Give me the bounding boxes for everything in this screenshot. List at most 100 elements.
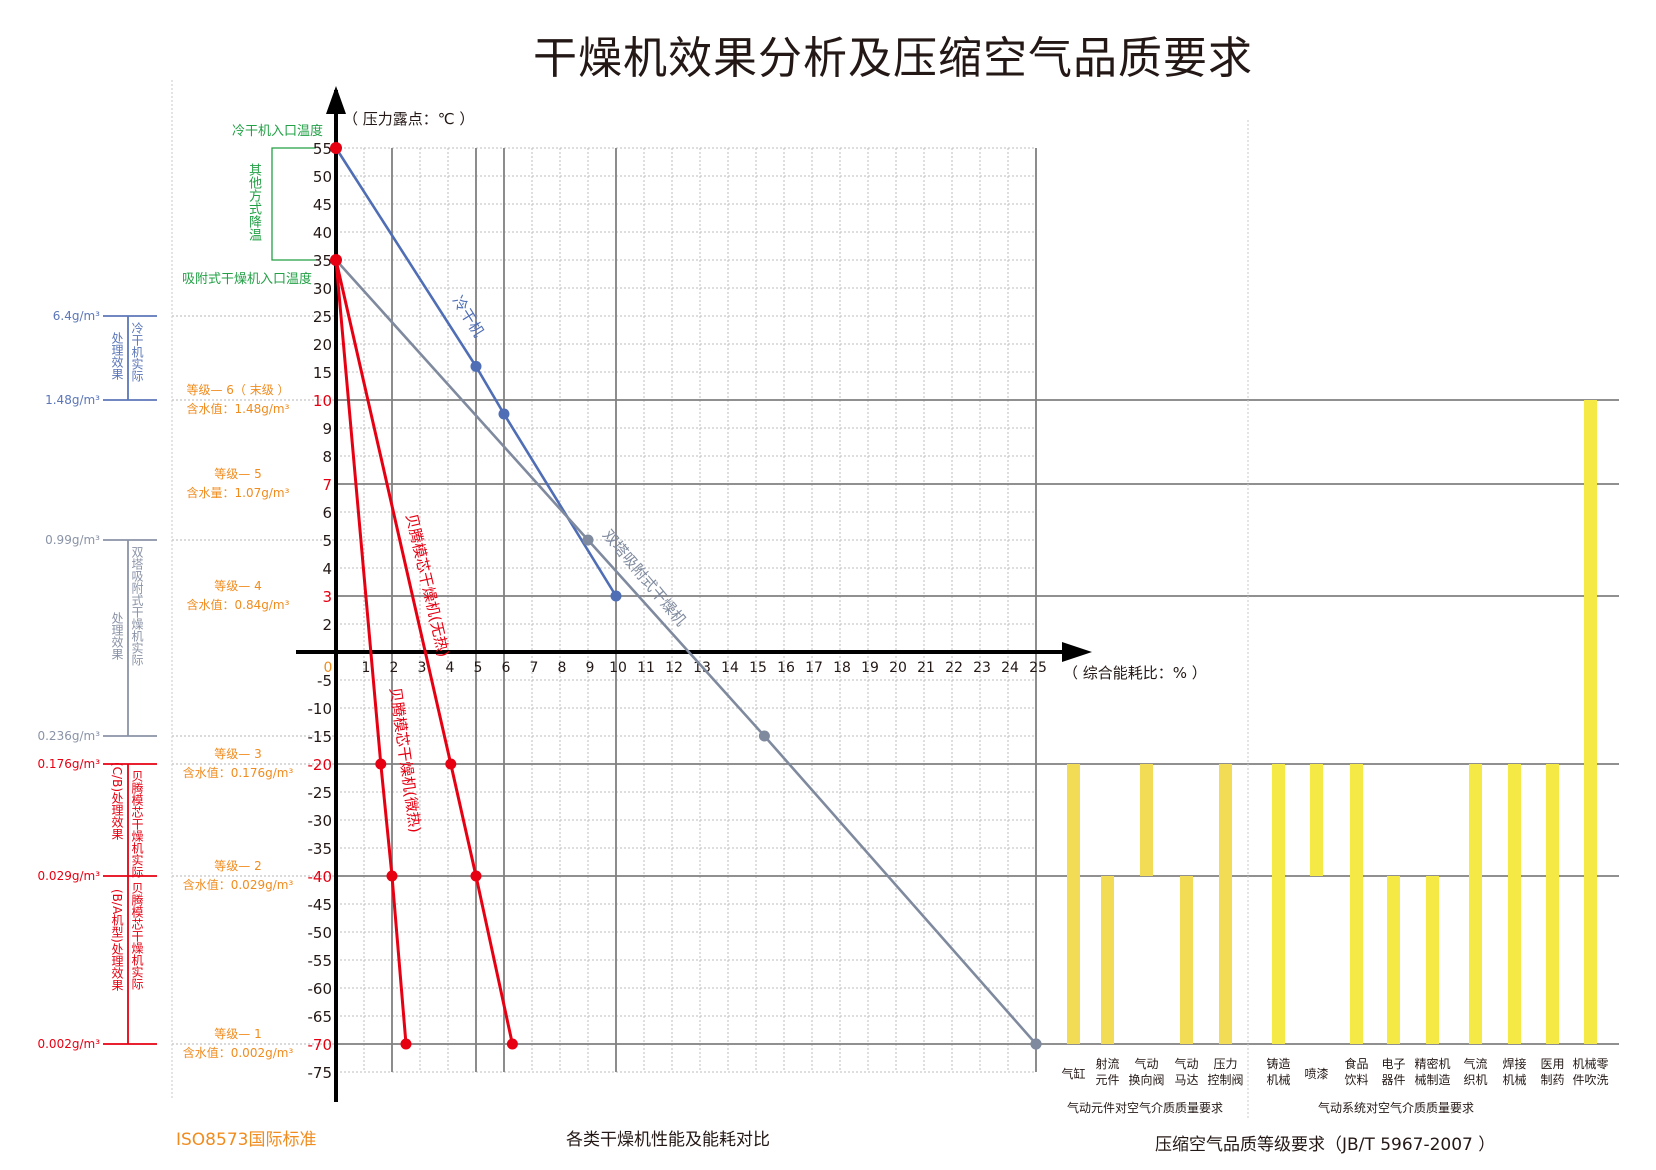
bar-category-label: 气动 — [1174, 1056, 1198, 1071]
other-cooling-bracket — [271, 147, 316, 261]
requirement-bar — [1219, 764, 1232, 1044]
bracket-inner-label: 冷干机实际 — [130, 322, 144, 382]
x-axis-arrow-icon — [1062, 642, 1092, 662]
bar-category-label: 控制阀 — [1207, 1073, 1243, 1087]
requirement-bar — [1067, 764, 1080, 1044]
grade-content: 含水值：0.029g/m³ — [183, 877, 294, 892]
y-tick-label: -40 — [308, 868, 333, 886]
y-tick-label: 45 — [313, 196, 332, 214]
bar-category-label: 饮料 — [1344, 1073, 1368, 1087]
bracket-inner-label: 贝腾模芯干燥机实际 — [130, 882, 144, 990]
start-point-55 — [330, 142, 342, 154]
group1-caption: 气动元件对空气介质质量要求 — [1067, 1101, 1224, 1115]
x-tick-label: 8 — [558, 660, 567, 676]
y-tick-label: 20 — [313, 336, 332, 354]
x-tick-label: 1 — [362, 660, 371, 676]
requirement-bar — [1140, 764, 1153, 876]
x-tick-label: 22 — [945, 660, 963, 676]
bar-category-label: 精密机 — [1414, 1056, 1450, 1071]
y-tick-label: 9 — [322, 420, 332, 438]
y-tick-label: -45 — [308, 896, 333, 914]
water-content-marker: 0.236g/m³ — [37, 729, 100, 743]
comparison-caption: 各类干燥机性能及能耗对比 — [566, 1130, 770, 1150]
y-tick-label: 2 — [322, 616, 332, 634]
bar-category-label: 制药 — [1540, 1073, 1564, 1087]
y-tick-label: 4 — [322, 560, 332, 578]
y-tick-label: -75 — [308, 1064, 333, 1082]
series-point — [582, 534, 594, 546]
twin-tower-end-point — [1030, 1038, 1042, 1050]
y-tick-label: 15 — [313, 364, 332, 382]
x-tick-label: 17 — [805, 660, 823, 676]
grade-content: 含水值：0.176g/m³ — [183, 765, 294, 780]
water-content-marker: 0.176g/m³ — [37, 757, 100, 771]
bracket-outer-label: (C/B)处理效果 — [110, 761, 124, 840]
series-point — [470, 360, 482, 372]
bracket-inner-label: 贝腾模芯干燥机实际 — [130, 770, 144, 878]
bar-category-label: 机械 — [1502, 1072, 1526, 1087]
y-tick-label: -70 — [308, 1036, 333, 1054]
bar-category-label: 换向阀 — [1128, 1072, 1164, 1087]
x-tick-label: 11 — [637, 660, 655, 676]
x-axis-label: （ 综合能耗比：% ） — [1063, 664, 1207, 682]
bracket-outer-label: 处理效果 — [110, 612, 124, 660]
x-tick-label: 16 — [777, 660, 795, 676]
y-tick-label: 10 — [313, 392, 332, 410]
grade-title: 等级— 6（ 末级 ） — [186, 383, 289, 397]
water-content-marker: 6.4g/m³ — [53, 309, 100, 323]
y-tick-label: -10 — [308, 700, 333, 718]
x-tick-label: 0 — [324, 660, 333, 676]
bar-category-label: 射流 — [1095, 1056, 1119, 1071]
x-tick-label: 21 — [917, 660, 935, 676]
y-axis-label: （ 压力露点：℃ ） — [343, 110, 475, 128]
other-cooling-label: 其他方式降温 — [246, 163, 261, 241]
y-tick-label: 35 — [313, 252, 332, 270]
start-point-35 — [330, 254, 342, 266]
grade-title: 等级— 2 — [214, 859, 261, 873]
x-tick-label: 20 — [889, 660, 907, 676]
series-point — [506, 1038, 518, 1050]
series-point — [758, 730, 770, 742]
grade-title: 等级— 5 — [214, 467, 261, 481]
x-tick-label: 3 — [418, 660, 427, 676]
bar-category-label: 焊接 — [1502, 1056, 1526, 1071]
y-tick-label: 6 — [322, 504, 332, 522]
bar-category-label: 电子 — [1381, 1057, 1405, 1071]
requirement-bar — [1469, 764, 1482, 1044]
x-tick-label: 15 — [749, 660, 767, 676]
y-tick-label: -15 — [308, 728, 333, 746]
bar-category-label: 气动 — [1134, 1056, 1158, 1071]
grade-title: 等级— 3 — [214, 747, 261, 761]
y-tick-label: -35 — [308, 840, 333, 858]
y-tick-label: 55 — [313, 140, 332, 158]
water-content-marker: 0.002g/m³ — [37, 1037, 100, 1051]
requirement-bar — [1350, 764, 1363, 1044]
x-tick-label: 25 — [1029, 660, 1047, 676]
x-tick-label: 23 — [973, 660, 991, 676]
bar-category-label: 织机 — [1463, 1073, 1487, 1087]
y-tick-label: -50 — [308, 924, 333, 942]
bar-category-label: 医用 — [1540, 1057, 1564, 1071]
bracket-outer-label: 处理效果 — [110, 332, 124, 380]
x-tick-label: 24 — [1001, 660, 1019, 676]
series-line — [335, 259, 1037, 1045]
bar-category-label: 件吹洗 — [1572, 1073, 1608, 1087]
x-tick-label: 10 — [609, 660, 627, 676]
grade-title: 等级— 4 — [214, 579, 261, 593]
y-tick-label: 40 — [313, 224, 332, 242]
x-tick-label: 14 — [721, 660, 739, 676]
requirement-bar — [1101, 876, 1114, 1044]
y-tick-label: 5 — [322, 532, 332, 550]
requirement-bar — [1426, 876, 1439, 1044]
y-tick-label: 8 — [322, 448, 332, 466]
x-tick-label: 4 — [446, 660, 455, 676]
bracket-outer-label: (B/A机型)处理效果 — [110, 888, 124, 991]
y-tick-label: 50 — [313, 168, 332, 186]
water-content-marker: 0.99g/m³ — [45, 533, 100, 547]
water-content-marker: 1.48g/m³ — [45, 393, 100, 407]
requirement-bar — [1310, 764, 1323, 876]
requirement-bar — [1180, 876, 1193, 1044]
bar-category-label: 压力 — [1213, 1057, 1237, 1071]
y-tick-label: 30 — [313, 280, 332, 298]
series-line — [334, 259, 514, 1045]
